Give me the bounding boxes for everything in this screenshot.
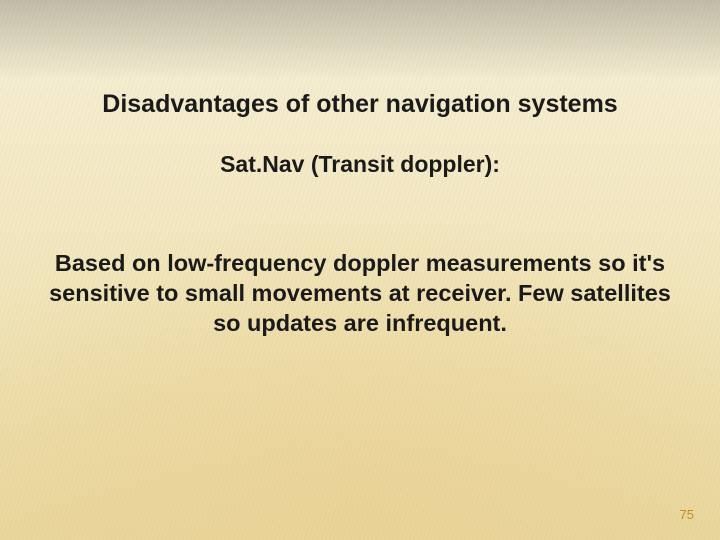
page-number: 75 bbox=[680, 507, 694, 522]
slide-body-text: Based on low-frequency doppler measureme… bbox=[40, 248, 680, 338]
slide-title: Disadvantages of other navigation system… bbox=[30, 90, 690, 119]
slide: Disadvantages of other navigation system… bbox=[0, 0, 720, 540]
slide-content: Disadvantages of other navigation system… bbox=[0, 0, 720, 540]
slide-subtitle: Sat.Nav (Transit doppler): bbox=[30, 151, 690, 178]
